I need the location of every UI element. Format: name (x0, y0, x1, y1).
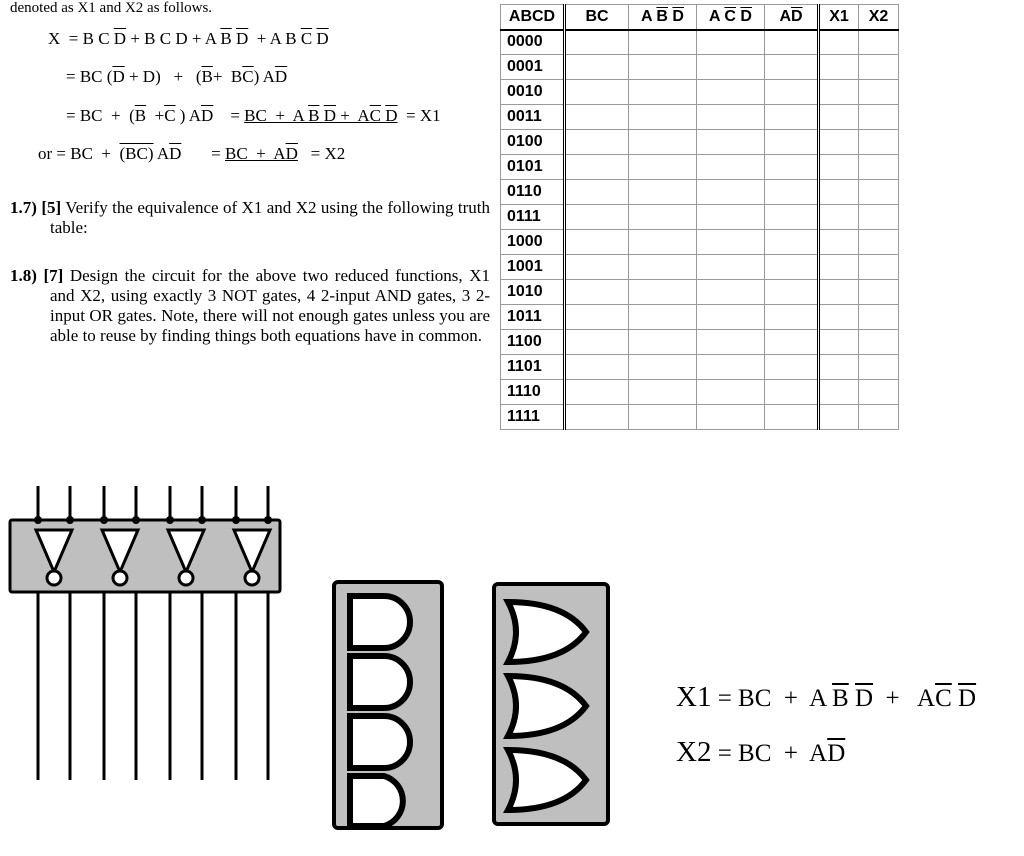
q17-head: 1.7) [5] (10, 198, 61, 217)
table-row: 0101 (501, 155, 899, 180)
cell-abcd: 1010 (501, 280, 565, 305)
table-row: 0011 (501, 105, 899, 130)
table-row: 0000 (501, 30, 899, 55)
table-row: 1011 (501, 305, 899, 330)
cell-abcd: 0001 (501, 55, 565, 80)
cell-abcd: 1101 (501, 355, 565, 380)
or-gates (508, 602, 586, 810)
cell-abcd: 0101 (501, 155, 565, 180)
table-row: 1010 (501, 280, 899, 305)
cell-abcd: 0110 (501, 180, 565, 205)
cell-abcd: 0010 (501, 80, 565, 105)
cell-abcd: 1100 (501, 330, 565, 355)
th-bc: BC (565, 5, 629, 30)
d4: or = BC + (BC) AD = BC + AD = X2 (38, 144, 345, 163)
th-x2: X2 (859, 5, 899, 30)
th-ad: AD (765, 5, 819, 30)
table-row: 0001 (501, 55, 899, 80)
cell-abcd: 0000 (501, 30, 565, 55)
question-1-8: 1.8) [7] Design the circuit for the abov… (10, 266, 490, 346)
truth-table: ABCD BC A B D A C D AD X1 X2 00000001001… (500, 4, 899, 430)
cell-abcd: 1011 (501, 305, 565, 330)
or-gate-block (490, 580, 612, 828)
cell-abcd: 0111 (501, 205, 565, 230)
th-abd: A B D (629, 5, 697, 30)
d1: X = B C D + B C D + A B D + A B C D (48, 29, 329, 48)
cell-abcd: 0100 (501, 130, 565, 155)
question-1-7: 1.7) [5] Verify the equivalence of X1 an… (10, 198, 490, 238)
table-row: 1111 (501, 405, 899, 430)
table-row: 0010 (501, 80, 899, 105)
not-gate-block (6, 486, 284, 780)
cell-abcd: 1111 (501, 405, 565, 430)
cell-abcd: 1001 (501, 255, 565, 280)
eq-x2: X2 = BC + AD (676, 725, 976, 780)
topline: denoted as X1 and X2 as follows. (10, 0, 490, 17)
th-acd: A C D (697, 5, 765, 30)
q17-body: Verify the equivalence of X1 and X2 usin… (50, 198, 490, 237)
and-gate-block (330, 578, 446, 832)
table-row: 0110 (501, 180, 899, 205)
table-row: 1110 (501, 380, 899, 405)
table-row: 1000 (501, 230, 899, 255)
cell-abcd: 1110 (501, 380, 565, 405)
cell-abcd: 1000 (501, 230, 565, 255)
cell-abcd: 0011 (501, 105, 565, 130)
th-abcd: ABCD (501, 5, 565, 30)
d2: = BC (D + D) + (B+ BC) AD (66, 67, 287, 86)
eq-x1: X1 = BC + A B D + AC D (676, 670, 976, 725)
final-equations: X1 = BC + A B D + AC D X2 = BC + AD (676, 670, 976, 780)
table-row: 1001 (501, 255, 899, 280)
table-row: 0100 (501, 130, 899, 155)
th-x1: X1 (819, 5, 859, 30)
derivation: X = B C D + B C D + A B D + A B C D = BC… (10, 23, 490, 170)
q18-head: 1.8) [7] (10, 266, 63, 285)
table-row: 1100 (501, 330, 899, 355)
table-row: 0111 (501, 205, 899, 230)
q18-body: Design the circuit for the above two red… (50, 266, 490, 345)
d3: = BC + (B +C ) AD = BC + A B D + AC D = … (66, 106, 441, 125)
table-row: 1101 (501, 355, 899, 380)
